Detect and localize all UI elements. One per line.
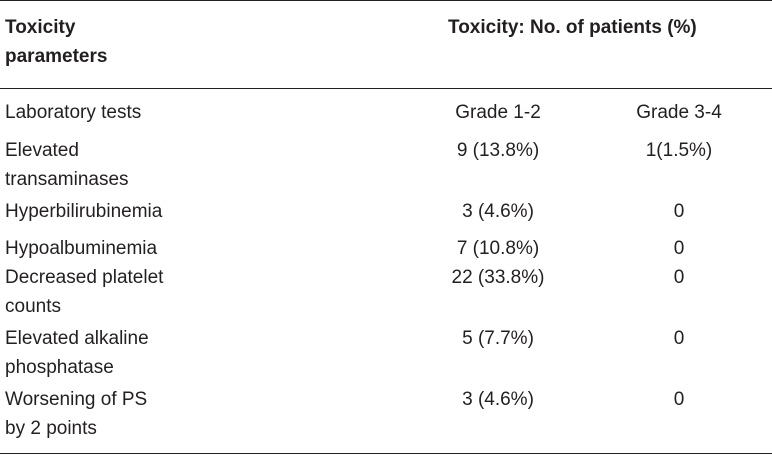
row-grade34-value: 0 — [673, 328, 685, 349]
row-label-elevated-transaminases: Elevated transaminases — [5, 136, 265, 194]
row-grade34-value: 0 — [673, 238, 685, 259]
row-label-line1: Elevated alkaline — [5, 328, 149, 349]
row-grade34-value: 0 — [673, 389, 685, 410]
row-label-worsening-of-ps: Worsening of PS by 2 points — [5, 385, 265, 443]
row-label-line2: by 2 points — [5, 418, 97, 439]
subheader-laboratory-tests: Laboratory tests — [5, 102, 142, 123]
row-grade12-value: 22 (33.8%) — [451, 267, 545, 288]
header-param-line1: Toxicity — [5, 17, 76, 38]
header-toxicity-count: Toxicity: No. of patients (%) — [448, 17, 697, 38]
row-label-line1: Hypoalbuminemia — [5, 238, 158, 259]
row-grade12-value: 9 (13.8%) — [456, 140, 540, 161]
row-grade12-value: 5 (7.7%) — [462, 328, 534, 349]
header-rule — [0, 88, 772, 89]
row-grade12-value: 3 (4.6%) — [462, 389, 534, 410]
table-bottom-rule — [0, 453, 772, 454]
row-grade34-value: 0 — [673, 201, 685, 222]
row-label-hyperbilirubinemia: Hyperbilirubinemia — [5, 197, 265, 226]
row-grade34-value: 1(1.5%) — [645, 140, 713, 161]
row-label-line1: Hyperbilirubinemia — [5, 201, 163, 222]
row-label-elevated-alkaline-phosphatase: Elevated alkaline phosphatase — [5, 324, 265, 382]
row-grade34-value: 0 — [673, 267, 685, 288]
header-toxicity-parameters: Toxicity parameters — [5, 13, 265, 71]
row-label-line2: counts — [5, 296, 61, 317]
row-label-line1: Decreased platelet — [5, 267, 164, 288]
row-grade12-value: 3 (4.6%) — [462, 201, 534, 222]
row-label-line1: Worsening of PS — [5, 389, 148, 410]
row-grade12-value: 7 (10.8%) — [456, 238, 540, 259]
row-label-line1: Elevated — [5, 140, 79, 161]
row-label-line2: phosphatase — [5, 357, 114, 378]
header-param-line2: parameters — [5, 46, 108, 67]
subheader-grade-1-2: Grade 1-2 — [455, 102, 541, 123]
table-top-rule — [0, 0, 772, 1]
row-label-hypoalbuminemia: Hypoalbuminemia — [5, 234, 265, 263]
row-label-decreased-platelet-counts: Decreased platelet counts — [5, 263, 265, 321]
row-label-line2: transaminases — [5, 169, 129, 190]
subheader-grade-3-4: Grade 3-4 — [636, 102, 722, 123]
